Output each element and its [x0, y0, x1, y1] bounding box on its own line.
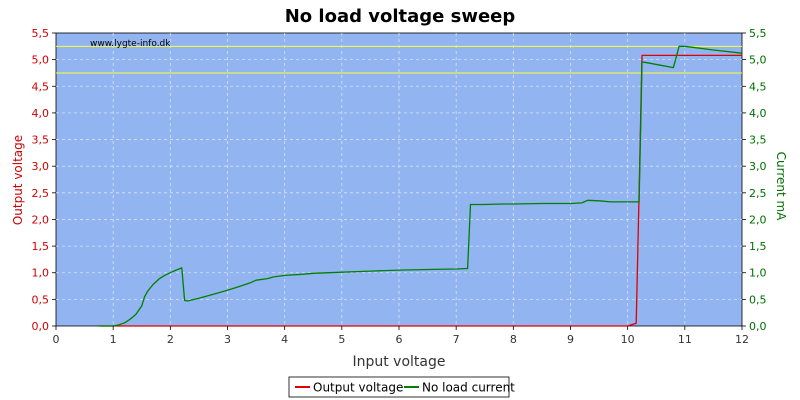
- y-left-tick-label: 3,0: [32, 160, 50, 173]
- x-tick-label: 9: [567, 333, 574, 346]
- y-left-tick-label: 1,5: [32, 240, 50, 253]
- x-tick-label: 4: [281, 333, 288, 346]
- y-left-tick-label: 3,5: [32, 134, 50, 147]
- y-right-tick-label: 0,0: [749, 320, 767, 333]
- x-axis-label: Input voltage: [352, 354, 445, 370]
- x-tick-label: 2: [167, 333, 174, 346]
- y-left-axis-ticks: 0,0 0,5 1,0 1,5 2,0 2,5 3,0 3,5 4,0 4,5 5,0 5,5: [32, 27, 56, 333]
- y-right-tick-label: 2,5: [749, 187, 767, 200]
- legend-box: [288, 376, 510, 398]
- y-left-tick-label: 0,0: [32, 320, 50, 333]
- y-right-tick-label: 2,0: [749, 213, 767, 226]
- y-right-tick-label: 3,0: [749, 160, 767, 173]
- y-right-tick-label: 1,5: [749, 240, 767, 253]
- y-right-axis-label: Current mA: [774, 152, 788, 222]
- y-left-tick-label: 5,5: [32, 27, 50, 40]
- x-axis-ticks: 0 1 2 3 4 5 6 7 8 9 10 11 12: [53, 326, 749, 346]
- y-right-tick-label: 0,5: [749, 293, 767, 306]
- y-right-tick-label: 4,5: [749, 80, 767, 93]
- x-tick-label: 0: [53, 333, 60, 346]
- x-tick-label: 11: [678, 333, 692, 346]
- y-right-tick-label: 4,0: [749, 107, 767, 120]
- reference-lines: [56, 45, 742, 74]
- legend-label-no-load-current: No load current: [422, 381, 515, 395]
- y-right-tick-label: 5,5: [749, 27, 767, 40]
- y-left-tick-label: 4,0: [32, 107, 50, 120]
- y-right-tick-label: 5,0: [749, 54, 767, 67]
- x-tick-label: 12: [735, 333, 749, 346]
- y-left-tick-label: 5,0: [32, 54, 50, 67]
- x-tick-label: 5: [338, 333, 345, 346]
- y-left-tick-label: 2,5: [32, 187, 50, 200]
- legend: Output voltage No load current: [288, 376, 515, 398]
- x-tick-label: 8: [510, 333, 517, 346]
- chart-title: No load voltage sweep: [285, 6, 516, 27]
- x-tick-label: 1: [110, 333, 117, 346]
- y-right-tick-label: 1,0: [749, 267, 767, 280]
- y-left-axis-label: Output voltage: [11, 135, 25, 225]
- y-left-tick-label: 1,0: [32, 267, 50, 280]
- x-tick-label: 7: [453, 333, 460, 346]
- y-left-tick-label: 2,0: [32, 213, 50, 226]
- series-line-no-load-current: [98, 45, 743, 327]
- watermark: www.lygte-info.dk: [90, 39, 171, 49]
- x-tick-label: 10: [621, 333, 635, 346]
- y-right-axis-ticks: 0,0 0,5 1,0 1,5 2,0 2,5 3,0 3,5 4,0 4,5 5,0 5,5: [742, 27, 767, 333]
- legend-label-output-voltage: Output voltage: [313, 381, 403, 395]
- y-right-tick-label: 3,5: [749, 134, 767, 147]
- y-left-tick-label: 0,5: [32, 293, 50, 306]
- x-tick-label: 3: [224, 333, 231, 346]
- x-tick-label: 6: [396, 333, 403, 346]
- y-left-tick-label: 4,5: [32, 80, 50, 93]
